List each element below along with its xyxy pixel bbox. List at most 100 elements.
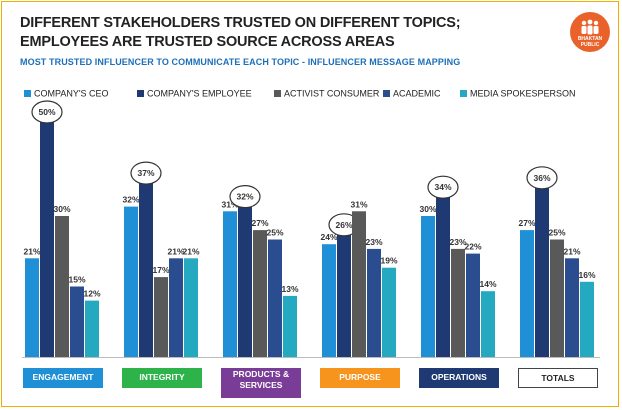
bar — [550, 239, 564, 357]
highlight-circle — [526, 166, 558, 190]
value-label: 23% — [365, 237, 382, 247]
bar — [70, 286, 84, 357]
legend-label: ACTIVIST CONSUMER — [284, 88, 380, 99]
highlight-circle — [427, 175, 459, 199]
bar — [283, 295, 297, 357]
value-label: 25% — [266, 228, 283, 238]
legend-label: MEDIA SPOKESPERSON — [470, 88, 576, 99]
category-label-line: INTEGRITY — [139, 372, 185, 382]
legend-item: ACADEMIC — [383, 88, 441, 99]
bar — [580, 281, 594, 357]
legend-swatch — [274, 90, 281, 98]
bar — [466, 253, 480, 357]
brand-logo: BHAKTAN PUBLIC — [570, 12, 610, 52]
chart-subtitle: MOST TRUSTED INFLUENCER TO COMMUNICATE E… — [20, 57, 461, 67]
value-label: 12% — [83, 289, 100, 299]
value-label: 32% — [236, 192, 253, 202]
value-label: 25% — [548, 228, 565, 238]
value-label: 30% — [419, 204, 436, 214]
category-label: INTEGRITY — [122, 368, 202, 388]
bar — [367, 248, 381, 357]
bar — [253, 230, 267, 357]
value-label: 14% — [479, 279, 496, 289]
bar — [535, 187, 549, 357]
highlight-circle — [31, 100, 63, 124]
category-label: ENGAGEMENT — [23, 368, 103, 388]
value-label: 21% — [167, 246, 184, 256]
category-label: TOTALS — [518, 368, 598, 388]
bar — [322, 244, 336, 357]
legend-swatch — [137, 90, 144, 98]
value-label: 32% — [122, 195, 139, 205]
value-label: 37% — [137, 168, 154, 178]
bar — [481, 291, 495, 357]
value-label: 21% — [563, 246, 580, 256]
category-label: PURPOSE — [320, 368, 400, 388]
category-label-line: PURPOSE — [339, 372, 381, 382]
highlight-circle — [229, 185, 261, 209]
bar — [352, 211, 366, 357]
value-label: 21% — [182, 246, 199, 256]
value-label: 21% — [23, 246, 40, 256]
category-label-line: TOTALS — [541, 373, 575, 383]
logo-text-line1: BHAKTAN — [577, 36, 603, 42]
legend-item: ACTIVIST CONSUMER — [274, 88, 379, 99]
bar — [169, 258, 183, 357]
value-label: 17% — [152, 265, 169, 275]
legend-item: MEDIA SPOKESPERSON — [460, 88, 576, 99]
value-label: 26% — [335, 220, 352, 230]
legend-item: COMPANY'S CEO — [24, 88, 109, 99]
bar — [436, 197, 450, 357]
bar — [55, 216, 69, 357]
value-label: 36% — [533, 173, 550, 183]
value-label: 23% — [449, 237, 466, 247]
bar — [451, 248, 465, 357]
bar — [565, 258, 579, 357]
category-label: OPERATIONS — [419, 368, 499, 388]
bar — [40, 122, 54, 357]
page-title: DIFFERENT STAKEHOLDERS TRUSTED ON DIFFER… — [20, 15, 461, 50]
bar — [25, 258, 39, 357]
legend-label: COMPANY'S CEO — [34, 88, 109, 99]
logo-text-line2: PUBLIC — [580, 42, 600, 48]
value-label: 27% — [251, 218, 268, 228]
value-label: 27% — [518, 218, 535, 228]
bar — [139, 183, 153, 357]
value-label: 19% — [380, 256, 397, 266]
value-label: 34% — [434, 182, 451, 192]
value-label: 31% — [350, 199, 367, 209]
value-label: 24% — [320, 232, 337, 242]
bar — [382, 267, 396, 357]
category-label-line: OPERATIONS — [431, 372, 487, 382]
bar — [421, 216, 435, 357]
category-label-line: ENGAGEMENT — [32, 372, 94, 382]
category-label-line: SERVICES — [239, 380, 283, 390]
legend-item: COMPANY'S EMPLOYEE — [137, 88, 252, 99]
category-label: PRODUCTS & SERVICES — [221, 368, 301, 398]
bar — [223, 211, 237, 357]
bar — [520, 230, 534, 357]
bar — [184, 258, 198, 357]
legend-swatch — [383, 90, 390, 98]
bar — [337, 234, 351, 357]
people-icon — [581, 19, 599, 35]
value-label: 13% — [281, 284, 298, 294]
legend-label: COMPANY'S EMPLOYEE — [147, 88, 252, 99]
bar — [238, 206, 252, 357]
legend-label: ACADEMIC — [393, 88, 441, 99]
value-label: 16% — [578, 270, 595, 280]
bar — [268, 239, 282, 357]
highlight-circle — [130, 161, 162, 185]
value-label: 15% — [68, 275, 85, 285]
legend-swatch — [460, 90, 467, 98]
value-label: 30% — [53, 204, 70, 214]
bar — [124, 206, 138, 357]
value-label: 31% — [221, 199, 238, 209]
bar — [85, 300, 99, 357]
value-label: 50% — [38, 107, 55, 117]
bar — [154, 277, 168, 357]
category-label-line: PRODUCTS & — [232, 369, 290, 379]
value-label: 22% — [464, 242, 481, 252]
